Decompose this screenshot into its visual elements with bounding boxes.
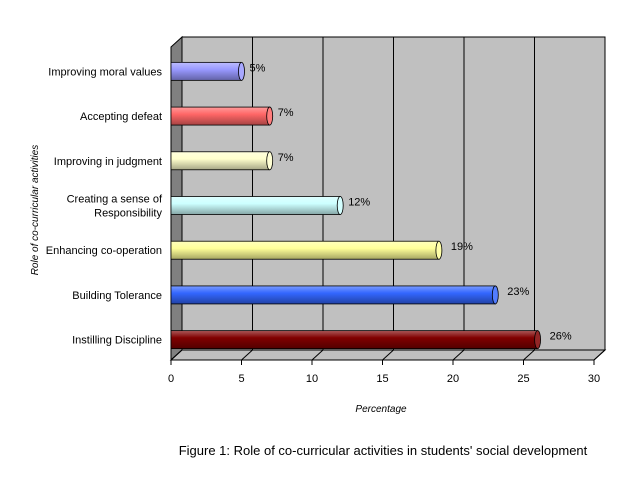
- x-axis-title: Percentage: [355, 404, 407, 415]
- x-tick-label: 5: [238, 373, 244, 385]
- bar: [170, 151, 274, 171]
- category-label: Improving in judgment: [54, 156, 162, 168]
- category-label: Building Tolerance: [72, 290, 162, 302]
- bars-group: [170, 61, 541, 350]
- bar: [170, 61, 245, 81]
- category-label: Instilling Discipline: [72, 335, 162, 347]
- y-axis-title: Role of co-curricular activities: [30, 145, 41, 276]
- x-tick-label: 0: [168, 373, 174, 385]
- category-label: Enhancing co-operation: [46, 245, 162, 257]
- category-label: Accepting defeat: [80, 111, 162, 123]
- category-label: Creating a sense of: [67, 194, 163, 206]
- floor-gridline: [523, 349, 535, 361]
- category-label: Improving moral values: [48, 66, 162, 78]
- category-label: Responsibility: [94, 208, 162, 220]
- floor-gridline: [382, 349, 394, 361]
- value-label: 23%: [507, 286, 529, 298]
- value-label: 19%: [451, 241, 473, 253]
- floor-gridline: [593, 349, 606, 361]
- x-tick-label: 25: [517, 373, 529, 385]
- floor-gridline: [311, 349, 324, 361]
- value-label: 7%: [278, 152, 294, 164]
- value-label: 26%: [550, 331, 572, 343]
- figure-caption: Figure 1: Role of co-curricular activiti…: [179, 443, 588, 458]
- bar: [170, 330, 541, 350]
- bar: [170, 196, 344, 215]
- x-tick-label: 20: [447, 373, 459, 385]
- x-tick-label: 15: [376, 373, 388, 385]
- value-label: 5%: [250, 62, 266, 74]
- floor-gridline: [170, 349, 183, 361]
- floor-gridline: [452, 349, 465, 361]
- floor-gridline: [241, 349, 253, 361]
- x-tick-label: 10: [306, 373, 318, 385]
- x-tick-label: 30: [588, 373, 600, 385]
- value-label: 12%: [348, 197, 370, 209]
- value-label: 7%: [278, 107, 294, 119]
- bar: [170, 285, 499, 305]
- x-axis: 0 5 10 15 20 25 30: [168, 359, 600, 385]
- bar: [170, 240, 443, 260]
- value-labels: 5% 7% 7% 12% 19% 23% 26%: [250, 62, 572, 342]
- bar: [170, 106, 274, 126]
- category-labels: Improving moral values Accepting defeat Im…: [46, 66, 163, 346]
